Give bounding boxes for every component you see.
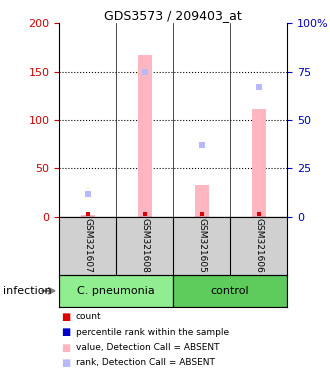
Text: C. pneumonia: C. pneumonia: [78, 286, 155, 296]
Text: percentile rank within the sample: percentile rank within the sample: [76, 328, 229, 337]
Point: [256, 84, 261, 90]
Text: ■: ■: [61, 343, 71, 353]
Bar: [138, 55, 152, 217]
Point: [142, 211, 148, 217]
Text: control: control: [211, 286, 249, 296]
Text: infection: infection: [3, 286, 52, 296]
Bar: [59, 275, 173, 307]
Text: GSM321605: GSM321605: [197, 218, 206, 273]
Point: [85, 190, 90, 197]
Point: [199, 211, 204, 217]
Point: [85, 211, 90, 217]
Text: GSM321607: GSM321607: [83, 218, 92, 273]
Bar: [81, 215, 95, 217]
Text: value, Detection Call = ABSENT: value, Detection Call = ABSENT: [76, 343, 219, 352]
Bar: [251, 109, 266, 217]
Text: GSM321606: GSM321606: [254, 218, 263, 273]
Text: rank, Detection Call = ABSENT: rank, Detection Call = ABSENT: [76, 358, 215, 367]
Text: count: count: [76, 312, 102, 321]
Text: ■: ■: [61, 312, 71, 322]
Point: [256, 211, 261, 217]
Text: ■: ■: [61, 327, 71, 337]
Bar: [173, 275, 287, 307]
Bar: [195, 185, 209, 217]
Text: ■: ■: [61, 358, 71, 368]
Point: [142, 68, 148, 74]
Point: [199, 142, 204, 148]
Text: GSM321608: GSM321608: [140, 218, 149, 273]
Title: GDS3573 / 209403_at: GDS3573 / 209403_at: [104, 9, 242, 22]
